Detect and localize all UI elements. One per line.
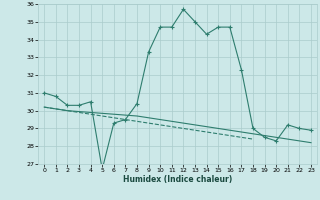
X-axis label: Humidex (Indice chaleur): Humidex (Indice chaleur)	[123, 175, 232, 184]
